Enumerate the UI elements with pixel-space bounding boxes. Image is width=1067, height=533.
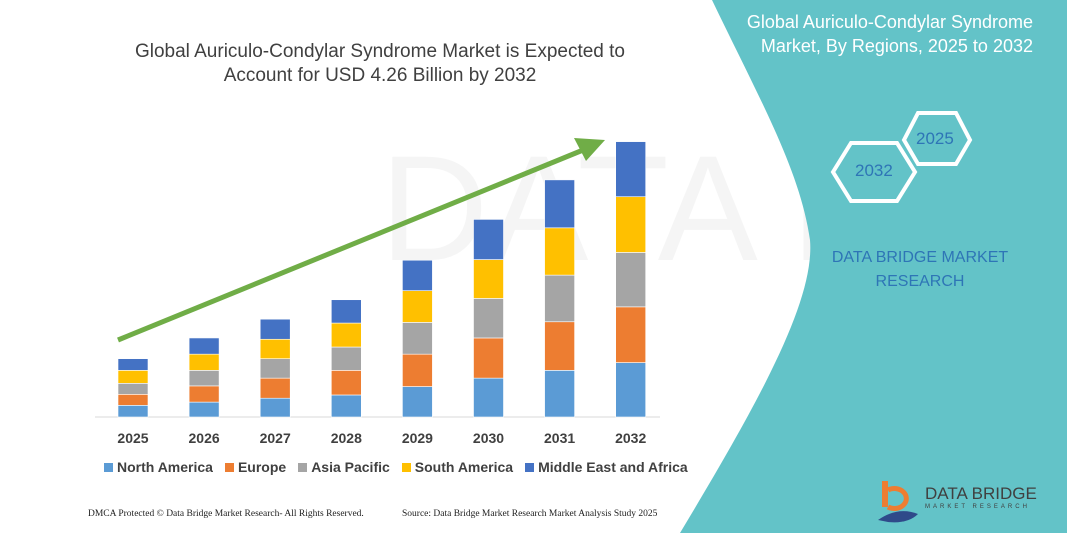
bar-segment-2025-1 [117, 394, 149, 406]
bar-segment-2031-4 [544, 179, 575, 229]
legend-swatch [401, 462, 411, 472]
bars [117, 141, 647, 418]
hexagon-2025 [901, 111, 973, 166]
legend-label: South America [414, 459, 514, 475]
legend-swatch [104, 462, 113, 472]
x-tick-label: 2026 [189, 430, 220, 446]
legend-label: Europe [237, 459, 287, 475]
bar-segment-2027-2 [259, 358, 291, 379]
bar-segment-2030-1 [473, 337, 504, 379]
bar-segment-2030-2 [473, 298, 504, 339]
bar-segment-2026-0 [188, 401, 220, 418]
bar-segment-2029-0 [402, 386, 433, 418]
bar-segment-2025-2 [117, 383, 149, 395]
legend-swatch [224, 462, 234, 472]
bar-segment-2030-0 [473, 377, 504, 418]
bar-segment-2032-0 [615, 362, 647, 418]
x-tick-label: 2032 [615, 430, 646, 446]
trend-arrow-head [574, 138, 605, 161]
hexagon-label-2025: 2025 [916, 129, 954, 148]
brand-text: DATA BRIDGE MARKET RESEARCH [820, 246, 1020, 294]
bar-segment-2031-3 [544, 227, 575, 276]
legend-item: South America [401, 459, 514, 475]
legend-item: Europe [224, 459, 287, 475]
title-line-2: Account for USD 4.26 Billion by 2032 [223, 65, 537, 86]
bar-segment-2025-3 [117, 370, 149, 384]
trend-arrow-line [117, 145, 589, 343]
bar-segment-2032-2 [615, 252, 647, 308]
legend: North America Europe Asia Pacific South Ame… [104, 459, 688, 475]
bar-segment-2031-0 [544, 370, 575, 418]
x-tick-label: 2031 [544, 430, 575, 446]
bar-segment-2028-1 [330, 370, 362, 396]
bar-segment-2027-1 [259, 377, 291, 399]
bar-segment-2032-4 [615, 141, 647, 198]
x-tick-label: 2030 [473, 430, 504, 446]
x-tick-label: 2025 [117, 430, 148, 446]
legend-swatch [298, 462, 308, 472]
footer-source: Source: Data Bridge Market Research Mark… [402, 509, 658, 519]
legend-item: North America [104, 459, 213, 475]
bar-segment-2025-0 [117, 405, 149, 418]
logo-subtext: MARKET RESEARCH [925, 504, 1030, 510]
bar-segment-2025-4 [117, 358, 149, 371]
x-tick-labels: 2025 2026 2027 2028 2029 2030 2031 2032 [117, 430, 646, 446]
title-line-1: Global Auriculo-Condylar Syndrome Market… [134, 41, 625, 62]
legend-label: Asia Pacific [311, 459, 390, 475]
panel-title: Global Auriculo-Condylar Syndrome Market… [673, 10, 1033, 58]
right-panel [680, 0, 1067, 533]
legend-item: Middle East and Africa [525, 459, 688, 475]
bar-segment-2027-3 [259, 338, 291, 359]
bar-segment-2027-4 [259, 318, 291, 340]
bar-segment-2031-2 [544, 274, 575, 323]
chart-title: Global Auriculo-Condylar Syndrome Market… [100, 40, 660, 88]
hexagon-2032 [830, 141, 918, 203]
bar-segment-2026-4 [188, 337, 220, 355]
hexagon-label-2032: 2032 [855, 161, 893, 180]
legend-item: Asia Pacific [298, 459, 390, 475]
bar-segment-2032-3 [615, 196, 647, 253]
bar-segment-2030-3 [473, 259, 504, 299]
brand-line-2: RESEARCH [875, 273, 965, 290]
bar-segment-2028-4 [330, 299, 362, 324]
bar-segment-2026-2 [188, 370, 220, 387]
logo-text: DATA BRIDGE [925, 484, 1037, 503]
logo-icon [878, 481, 918, 523]
bar-segment-2028-0 [330, 394, 362, 418]
bar-segment-2029-4 [402, 259, 433, 291]
bar-segment-2029-1 [402, 353, 433, 387]
bar-segment-2026-1 [188, 385, 220, 403]
panel-title-line-2: Market, By Regions, 2025 to 2032 [760, 36, 1033, 56]
legend-swatch [525, 462, 535, 472]
bar-segment-2032-1 [615, 306, 647, 363]
x-tick-label: 2029 [402, 430, 433, 446]
brand-line-1: DATA BRIDGE MARKET [831, 249, 1009, 266]
x-tick-label: 2028 [331, 430, 362, 446]
legend-label: Middle East and Africa [538, 459, 688, 475]
bar-segment-2028-2 [330, 346, 362, 371]
bar-segment-2028-3 [330, 322, 362, 348]
legend-label: North America [117, 459, 213, 475]
panel-title-line-1: Global Auriculo-Condylar Syndrome [746, 12, 1033, 32]
bar-segment-2031-1 [544, 321, 575, 371]
bar-segment-2026-3 [188, 353, 220, 371]
bar-segment-2027-0 [259, 397, 291, 418]
bar-segment-2029-2 [402, 322, 433, 355]
bar-segment-2030-4 [473, 219, 504, 260]
footer-copyright: DMCA Protected © Data Bridge Market Rese… [88, 509, 364, 519]
bar-segment-2029-3 [402, 290, 433, 323]
x-tick-label: 2027 [260, 430, 291, 446]
